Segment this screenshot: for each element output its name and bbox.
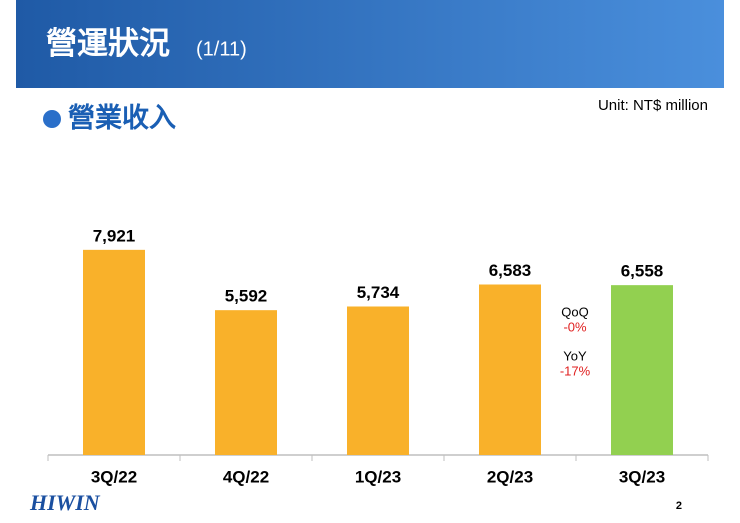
bar [215,310,277,455]
x-tick-label: 1Q/23 [355,467,401,486]
annotation-value: -17% [560,363,591,378]
annotation-value: -0% [563,319,587,334]
x-tick-label: 2Q/23 [487,467,533,486]
unit-label: Unit: NT$ million [598,97,708,114]
header-band [16,0,724,88]
value-label: 6,558 [621,262,664,281]
bar [479,284,541,455]
bullet [43,110,61,128]
x-tick-label: 4Q/22 [223,467,269,486]
page-number: 2 [676,500,682,512]
value-label: 5,734 [357,283,400,302]
logo: HIWIN [29,490,101,515]
slide-title: 營運狀況 [46,26,170,61]
x-tick-label: 3Q/23 [619,467,665,486]
value-label: 6,583 [489,261,532,280]
x-tick-label: 3Q/22 [91,467,137,486]
annotation-label: QoQ [561,304,588,319]
bar [611,285,673,455]
section-title: 營業收入 [68,103,176,133]
annotation-label: YoY [563,348,587,363]
slide-counter: (1/11) [196,38,247,60]
bar [83,249,145,455]
bar [347,306,409,455]
value-label: 7,921 [93,226,136,245]
value-label: 5,592 [225,287,268,306]
